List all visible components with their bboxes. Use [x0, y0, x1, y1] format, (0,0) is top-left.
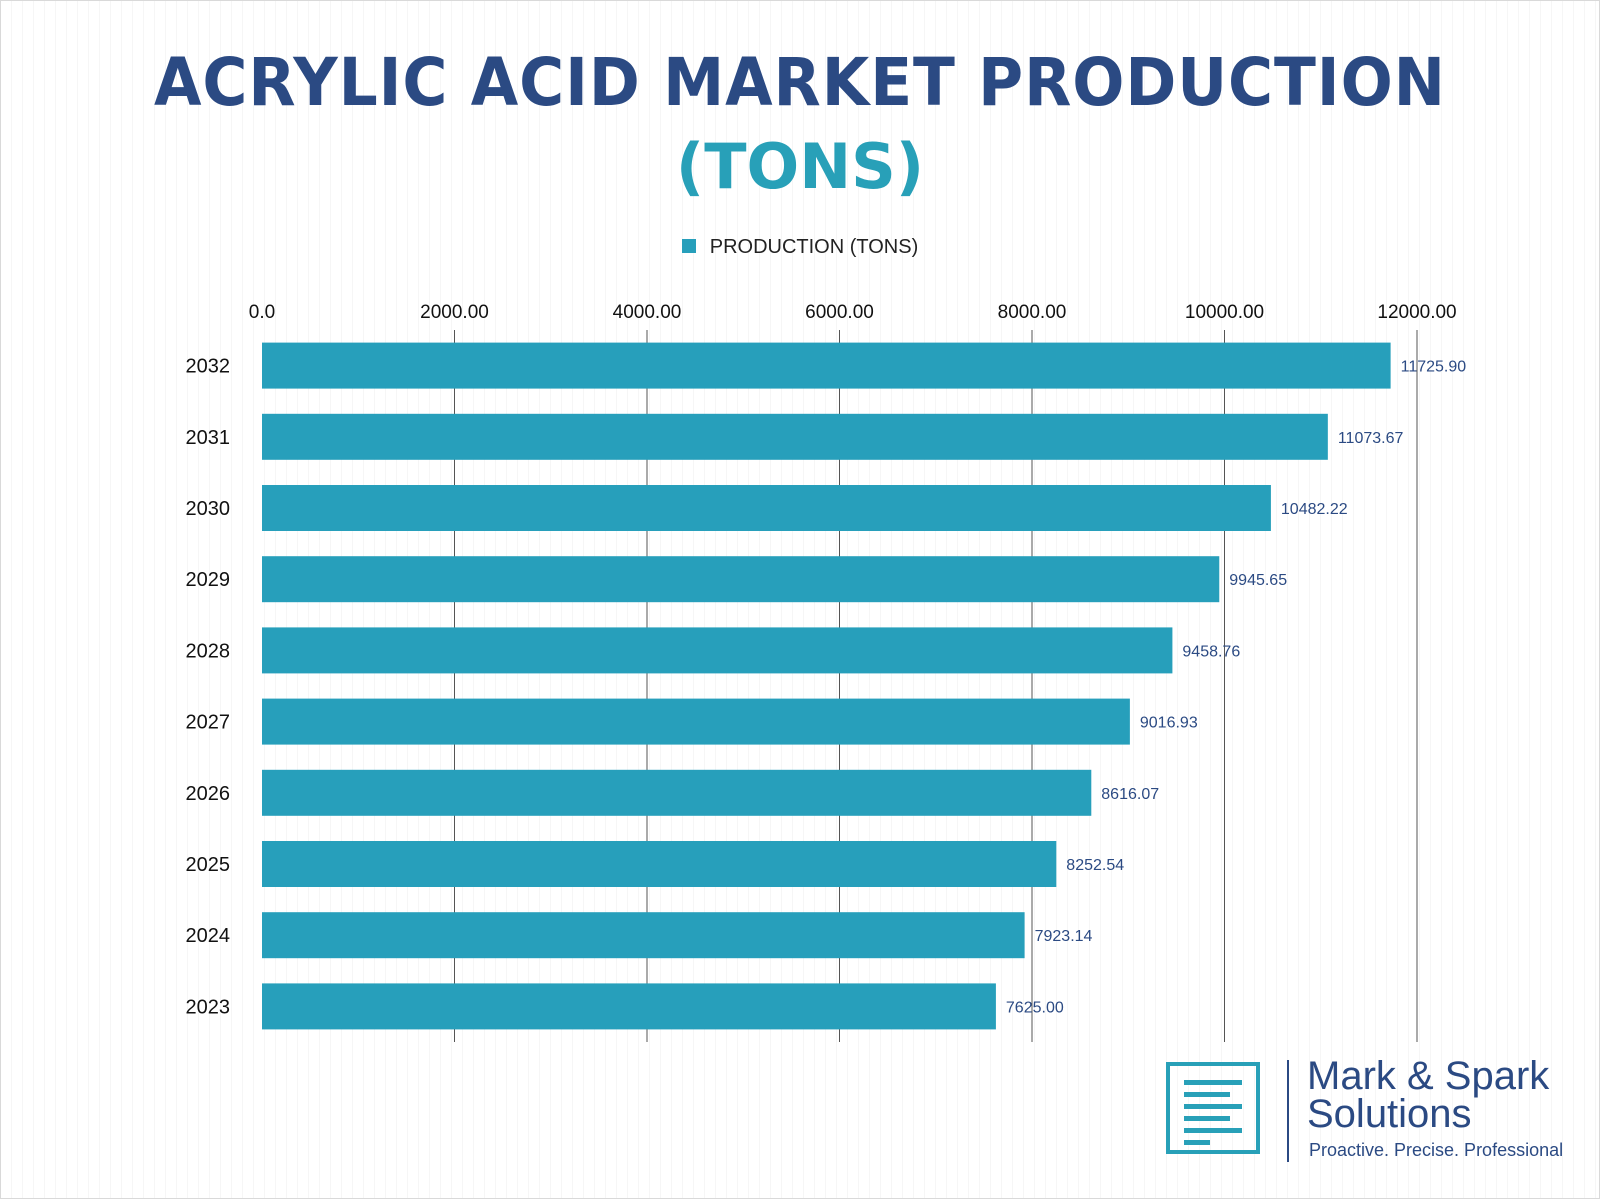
x-tick-label: 6000.00: [805, 302, 874, 323]
logo-name-line2: Solutions: [1307, 1092, 1472, 1136]
legend: PRODUCTION (TONS): [0, 236, 1600, 259]
bar-value-label: 11073.67: [1338, 430, 1404, 447]
x-tick-label: 2000.00: [420, 302, 489, 323]
y-category-label: 2026: [186, 783, 231, 805]
company-logo: Mark & Spark Solutions Proactive. Precis…: [1166, 1054, 1586, 1170]
bar: [262, 769, 1092, 816]
y-category-label: 2025: [186, 854, 231, 876]
bar-value-label: 7923.14: [1035, 928, 1093, 945]
legend-swatch: [681, 238, 696, 253]
bar: [262, 841, 1057, 887]
x-tick-label: 12000.00: [1377, 302, 1456, 323]
chart-subtitle: (TONS): [675, 130, 925, 203]
bar: [262, 912, 1025, 959]
bar-value-label: 8252.54: [1066, 857, 1124, 874]
bar-value-label: 9458.76: [1182, 643, 1240, 660]
legend-label: PRODUCTION (TONS): [709, 236, 919, 259]
bar-value-label: 11725.90: [1401, 359, 1467, 376]
logo-divider: [1287, 1060, 1289, 1162]
chart-title: ACRYLIC ACID MARKET PRODUCTION: [153, 44, 1446, 121]
x-tick-label: 10000.00: [1185, 302, 1264, 323]
logo-tagline: Proactive. Precise. Professional: [1309, 1140, 1564, 1160]
y-category-label: 2029: [186, 569, 231, 591]
bar-value-label: 7625.00: [1006, 999, 1064, 1016]
x-tick-label: 4000.00: [613, 302, 682, 323]
y-category-label: 2024: [186, 925, 231, 947]
bar-value-label: 9945.65: [1229, 572, 1287, 589]
bar-value-label: 9016.93: [1140, 715, 1198, 732]
x-tick-label: 8000.00: [998, 302, 1067, 323]
x-tick-label: 0.0: [249, 302, 275, 323]
bar: [262, 413, 1328, 460]
y-category-label: 2032: [186, 356, 231, 378]
bar: [262, 627, 1173, 674]
bar: [262, 698, 1130, 745]
bar-value-label: 10482.22: [1281, 501, 1348, 518]
y-category-label: 2030: [186, 498, 231, 520]
bar: [262, 485, 1271, 531]
logo-name-line1: Mark & Spark: [1307, 1054, 1550, 1098]
y-category-label: 2023: [186, 996, 231, 1018]
bar: [262, 983, 996, 1030]
bar: [262, 556, 1220, 603]
document-lines-icon: [1166, 1062, 1260, 1154]
y-category-label: 2027: [186, 712, 231, 734]
y-category-label: 2031: [186, 427, 231, 449]
bar: [262, 342, 1391, 389]
y-category-label: 2028: [186, 640, 231, 662]
bar-value-label: 8616.07: [1101, 786, 1159, 803]
